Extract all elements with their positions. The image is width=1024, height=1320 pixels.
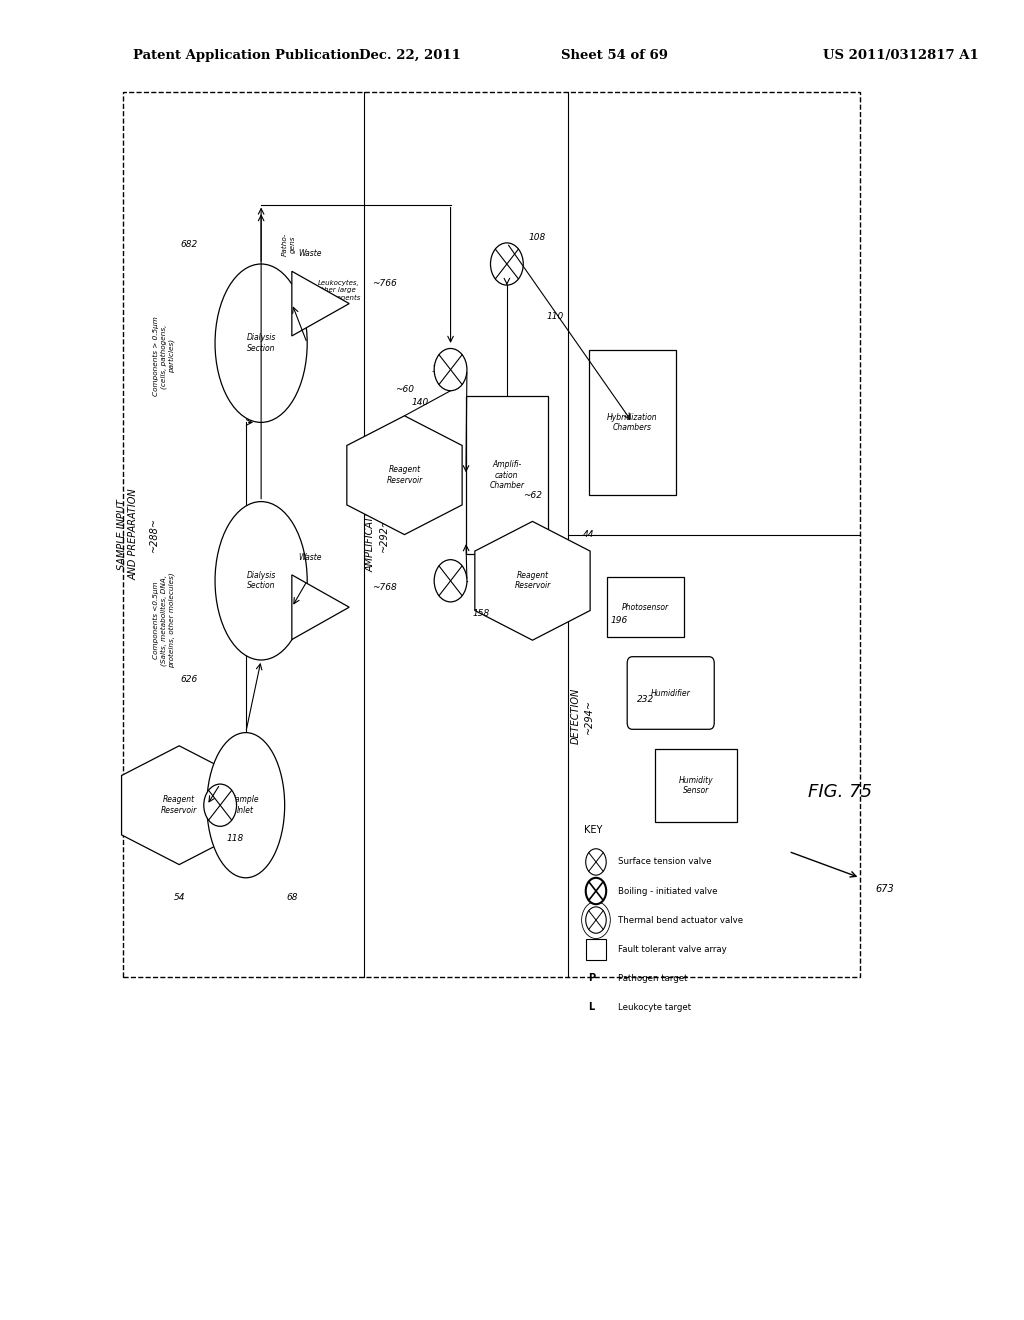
Text: Dec. 22, 2011: Dec. 22, 2011 xyxy=(358,49,461,62)
Circle shape xyxy=(490,243,523,285)
Text: ~60: ~60 xyxy=(395,385,414,393)
Text: 108: 108 xyxy=(529,234,546,242)
FancyBboxPatch shape xyxy=(627,657,715,729)
Polygon shape xyxy=(475,521,590,640)
Text: 682: 682 xyxy=(181,240,198,248)
Polygon shape xyxy=(122,746,237,865)
Text: 110: 110 xyxy=(547,313,564,321)
Text: Patho-
gens: Patho- gens xyxy=(283,232,295,256)
Text: ~766: ~766 xyxy=(372,280,396,288)
Text: Boiling - initiated valve: Boiling - initiated valve xyxy=(618,887,718,895)
Text: 673: 673 xyxy=(876,884,894,895)
Text: SAMPLE INPUT
AND PREPARATION: SAMPLE INPUT AND PREPARATION xyxy=(117,488,139,581)
Polygon shape xyxy=(347,416,462,535)
FancyBboxPatch shape xyxy=(466,396,548,554)
Text: 158: 158 xyxy=(473,610,489,618)
Text: ~768: ~768 xyxy=(372,583,396,591)
Circle shape xyxy=(434,348,467,391)
Text: 196: 196 xyxy=(611,616,628,624)
Text: Leukocytes,
other large
components: Leukocytes, other large components xyxy=(317,280,360,301)
Circle shape xyxy=(586,849,606,875)
Text: 112: 112 xyxy=(432,366,449,374)
Text: P: P xyxy=(588,973,595,983)
Text: 44: 44 xyxy=(583,531,595,539)
FancyBboxPatch shape xyxy=(123,92,860,977)
Text: 140: 140 xyxy=(412,399,428,407)
Circle shape xyxy=(204,784,237,826)
FancyBboxPatch shape xyxy=(589,350,676,495)
Circle shape xyxy=(434,560,467,602)
Polygon shape xyxy=(292,272,349,335)
Text: Waste: Waste xyxy=(298,553,322,562)
Text: KEY: KEY xyxy=(584,825,602,836)
Text: ~294~: ~294~ xyxy=(584,698,594,734)
Text: AMPLIFICATION: AMPLIFICATION xyxy=(366,498,376,572)
Text: Amplifi-
cation
Chamber: Amplifi- cation Chamber xyxy=(489,461,524,490)
Text: Humidity
Sensor: Humidity Sensor xyxy=(679,776,714,795)
Text: 232: 232 xyxy=(637,696,653,704)
Text: ~292~: ~292~ xyxy=(379,517,389,552)
Text: 118: 118 xyxy=(227,834,244,842)
Text: 626: 626 xyxy=(181,676,198,684)
Text: Patent Application Publication: Patent Application Publication xyxy=(133,49,359,62)
Text: Components > 0.5µm
(cells, pathogens,
particles): Components > 0.5µm (cells, pathogens, pa… xyxy=(154,317,174,396)
Text: Photosensor: Photosensor xyxy=(622,603,669,611)
Text: 68: 68 xyxy=(286,894,298,902)
Text: Surface tension valve: Surface tension valve xyxy=(618,858,712,866)
Text: Hybridization
Chambers: Hybridization Chambers xyxy=(607,413,657,432)
Text: ~62: ~62 xyxy=(523,491,542,499)
Circle shape xyxy=(586,907,606,933)
FancyBboxPatch shape xyxy=(655,750,737,821)
Polygon shape xyxy=(292,576,349,639)
Text: Sheet 54 of 69: Sheet 54 of 69 xyxy=(561,49,668,62)
FancyBboxPatch shape xyxy=(586,939,606,960)
Ellipse shape xyxy=(215,264,307,422)
Text: Reagent
Reservoir: Reagent Reservoir xyxy=(161,796,198,814)
Ellipse shape xyxy=(207,733,285,878)
Text: Leukocyte target: Leukocyte target xyxy=(618,1003,691,1011)
Text: US 2011/0312817 A1: US 2011/0312817 A1 xyxy=(823,49,979,62)
Text: Dialysis
Section: Dialysis Section xyxy=(247,572,275,590)
Text: Reagent
Reservoir: Reagent Reservoir xyxy=(386,466,423,484)
Text: Dialysis
Section: Dialysis Section xyxy=(247,334,275,352)
Text: Components <0.5µm
(Salts, metabolites, DNA,
proteins, other molecules): Components <0.5µm (Salts, metabolites, D… xyxy=(154,573,174,668)
Circle shape xyxy=(586,878,606,904)
Text: 54: 54 xyxy=(173,894,185,902)
Ellipse shape xyxy=(215,502,307,660)
Text: Sample
Inlet: Sample Inlet xyxy=(231,796,260,814)
Text: L: L xyxy=(588,1002,594,1012)
Text: FIG. 75: FIG. 75 xyxy=(808,783,871,801)
Text: Fault tolerant valve array: Fault tolerant valve array xyxy=(618,945,727,953)
Text: Humidifier: Humidifier xyxy=(651,689,690,697)
Text: Pathogen target: Pathogen target xyxy=(618,974,688,982)
Text: Thermal bend actuator valve: Thermal bend actuator valve xyxy=(618,916,743,924)
Text: DETECTION: DETECTION xyxy=(570,688,581,744)
Text: Reagent
Reservoir: Reagent Reservoir xyxy=(514,572,551,590)
Text: ~288~: ~288~ xyxy=(148,517,159,552)
Text: Waste: Waste xyxy=(298,249,322,259)
FancyBboxPatch shape xyxy=(606,577,684,636)
